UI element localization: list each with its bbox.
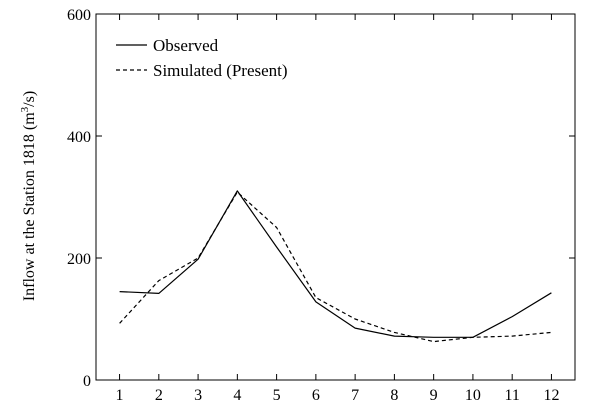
- x-tick-label-8: 8: [390, 387, 398, 404]
- y-axis-title-tail: /s): [21, 91, 38, 107]
- y-tick-label-600: 600: [67, 7, 91, 24]
- x-tick-label-1: 1: [116, 387, 124, 404]
- y-tick-label-200: 200: [67, 251, 91, 268]
- axis-ticks: [96, 13, 575, 381]
- x-tick-label-2: 2: [155, 387, 163, 404]
- x-tick-label-7: 7: [351, 387, 359, 404]
- x-tick-label-11: 11: [504, 387, 519, 404]
- x-tick-label-3: 3: [194, 387, 202, 404]
- x-tick-label-12: 12: [543, 387, 559, 404]
- y-tick-label-400: 400: [67, 129, 91, 146]
- legend-label-observed: Observed: [153, 36, 219, 55]
- x-tick-label-9: 9: [430, 387, 438, 404]
- series-lines: [119, 190, 552, 343]
- plot-frame: [95, 13, 576, 381]
- series-line-simulated-present: [119, 191, 552, 343]
- series-line-observed: [119, 190, 552, 338]
- legend: Observed Simulated (Present): [116, 36, 288, 80]
- x-tick-label-5: 5: [273, 387, 281, 404]
- x-tick-label-10: 10: [465, 387, 481, 404]
- x-tick-label-6: 6: [312, 387, 320, 404]
- x-tick-label-4: 4: [233, 387, 241, 404]
- legend-label-simulated: Simulated (Present): [153, 61, 288, 80]
- y-tick-label-0: 0: [83, 373, 91, 390]
- y-axis-title: Inflow at the Station 1818 (m3/s): [19, 91, 38, 301]
- y-axis-title-main: Inflow at the Station 1818 (m: [21, 112, 38, 301]
- y-axis-title-superscript: 3: [19, 106, 31, 112]
